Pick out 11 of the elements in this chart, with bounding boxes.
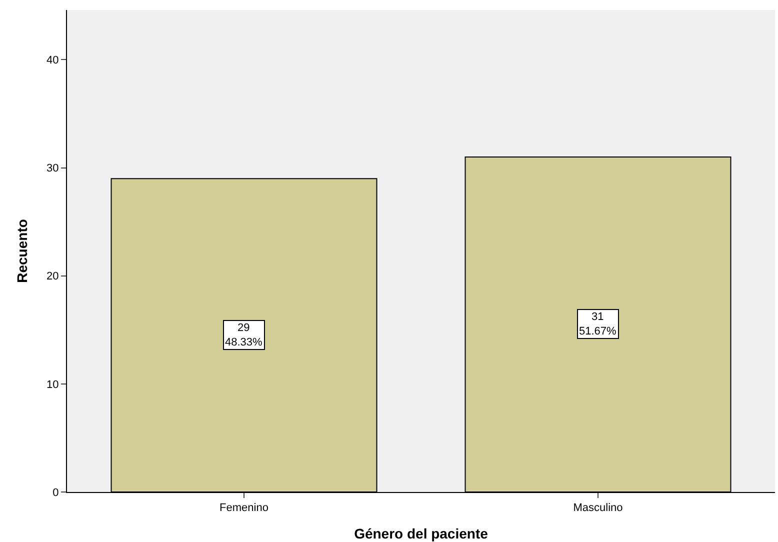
y-tick-label: 40 xyxy=(46,54,59,67)
y-tick-label: 0 xyxy=(52,486,59,499)
x-tick-label: Femenino xyxy=(220,502,268,514)
y-tick-label: 20 xyxy=(46,270,59,283)
data-label: 29 48.33% xyxy=(225,322,263,348)
y-axis-title: Recuento xyxy=(14,219,30,283)
y-tick-label: 10 xyxy=(46,378,59,391)
y-tick-label: 30 xyxy=(46,162,59,175)
x-axis-title: Género del paciente xyxy=(354,526,488,542)
data-label: 31 51.67% xyxy=(579,311,617,338)
x-tick-label: Masculino xyxy=(573,502,623,514)
